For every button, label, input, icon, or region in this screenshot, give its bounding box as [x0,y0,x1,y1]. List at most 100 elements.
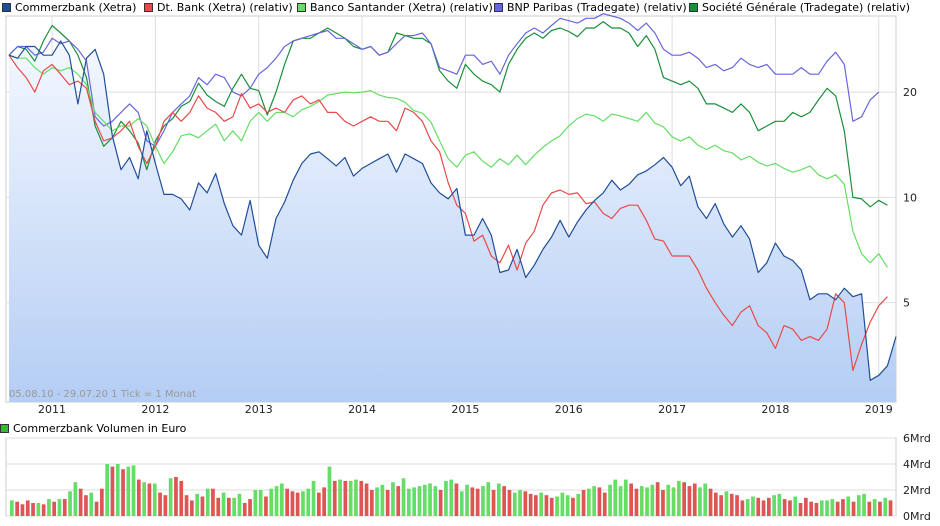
volume-bar [751,496,755,516]
legend-swatch [689,3,698,12]
volume-bar [825,500,829,516]
volume-bar [295,492,300,516]
volume-bar [661,490,665,516]
volume-bar [872,499,877,516]
volume-bar [539,492,543,516]
volume-bar [412,487,416,516]
x-tick-label: 2015 [451,403,479,416]
volume-bar [380,484,385,516]
volume-bar [20,504,25,516]
x-tick-label: 2012 [141,403,169,416]
volume-bar [158,492,162,516]
volume-bar [587,488,591,516]
volume-bar [613,479,618,516]
volume-bar [428,483,432,516]
volume-bar [195,493,199,516]
volume-bar [714,492,718,516]
volume-bar [105,464,109,516]
volume-bar [232,497,236,516]
volume-bar [571,497,575,516]
volume-bar [115,464,120,516]
volume-bar [290,491,295,516]
volume-bar [327,466,332,516]
volume-bar [841,499,845,516]
volume-bar [777,493,782,516]
volume-bar [343,480,348,516]
volume-bar [618,486,623,516]
volume-bar [200,496,205,516]
volume-bar [221,492,226,516]
volume-bar [666,484,671,516]
volume-bar [624,479,628,516]
volume-bar [856,495,861,516]
volume-bar [41,504,46,516]
x-tick-label: 2011 [38,403,66,416]
series-line [8,54,888,372]
volume-bar [422,484,427,516]
volume-bar [100,488,104,516]
y-tick-label: 20 [903,86,917,99]
legend-item: Banco Santander (Xetra) (relativ) [297,1,493,14]
x-tick-label: 2017 [658,403,686,416]
volume-bar [184,495,189,516]
volume-legend-label: Commerzbank Volumen in Euro [13,422,187,435]
volume-bar [629,483,633,516]
volume-bar [407,488,411,516]
volume-bar [385,490,390,516]
volume-bar [269,488,274,516]
volume-bar [735,495,739,516]
volume-bar [110,466,115,516]
volume-bar [597,487,602,516]
volume-bar [274,486,279,516]
legend-swatch [144,3,153,12]
volume-bar [242,503,247,516]
volume-bar [248,499,252,516]
volume-bar [729,493,734,516]
legend-label: Société Générale (Tradegate) (relativ) [702,1,911,14]
volume-bar [205,488,210,516]
volume-bar [809,501,813,516]
volume-bar [782,499,787,516]
volume-bar [650,484,655,516]
volume-bar [772,495,776,516]
volume-bar [370,490,374,516]
volume-bar [814,503,819,516]
volume-bar [152,483,157,516]
volume-bar [634,488,639,516]
volume-bar [121,469,125,516]
volume-bar [544,495,549,516]
volume-bar [253,490,258,516]
volume-bar [137,479,141,516]
x-tick-label: 2013 [245,403,273,416]
volume-bar [264,496,268,516]
legend-swatch [297,3,306,12]
volume-bar [830,499,835,516]
volume-bar [62,499,67,516]
volume-bar [528,493,533,516]
volume-bar [481,486,485,516]
volume-bar [57,499,62,516]
volume-bar [470,487,475,516]
volume-bar [655,482,660,516]
volume-bar [507,490,512,516]
volume-bar [306,488,311,516]
volume-bar [486,482,491,516]
volume-bar [798,503,803,516]
legend-item: BNP Paribas (Tradegate) (relativ) [494,1,687,14]
volume-bar [804,497,808,516]
volume-bar [549,497,554,516]
volume-bar [502,486,506,516]
volume-bar [602,492,607,516]
volume-bar [608,484,612,516]
main-chart-legend: Commerzbank (Xetra) Dt. Bank (Xetra) (rel… [0,0,940,14]
volume-bar [851,501,856,516]
volume-bar [512,492,517,516]
volume-bar [237,493,242,516]
volume-bar [692,483,697,516]
legend-label: Commerzbank (Xetra) [15,1,137,14]
y-tick-label: 10 [903,191,917,204]
series-area [9,40,896,402]
volume-bar [867,501,872,516]
volume-bar [565,495,570,516]
volume-bar [359,480,364,516]
